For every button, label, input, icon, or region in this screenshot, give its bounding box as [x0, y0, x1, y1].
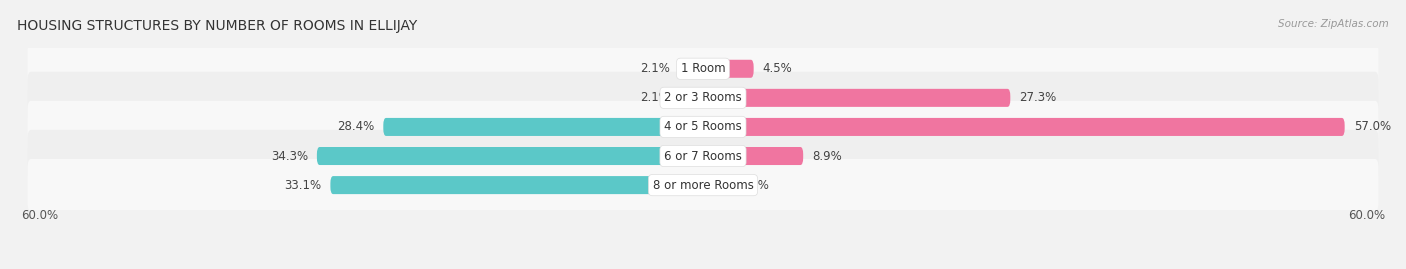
FancyBboxPatch shape — [679, 89, 703, 107]
Text: 2.4%: 2.4% — [740, 179, 769, 192]
Text: 2 or 3 Rooms: 2 or 3 Rooms — [664, 91, 742, 104]
FancyBboxPatch shape — [28, 43, 1378, 95]
FancyBboxPatch shape — [703, 60, 754, 78]
Text: 28.4%: 28.4% — [337, 121, 374, 133]
FancyBboxPatch shape — [703, 176, 730, 194]
Text: 1 Room: 1 Room — [681, 62, 725, 75]
FancyBboxPatch shape — [703, 89, 1011, 107]
Text: 2.1%: 2.1% — [641, 62, 671, 75]
FancyBboxPatch shape — [703, 147, 803, 165]
FancyBboxPatch shape — [28, 101, 1378, 153]
Text: 27.3%: 27.3% — [1019, 91, 1056, 104]
Text: Source: ZipAtlas.com: Source: ZipAtlas.com — [1278, 19, 1389, 29]
FancyBboxPatch shape — [316, 147, 703, 165]
Text: HOUSING STRUCTURES BY NUMBER OF ROOMS IN ELLIJAY: HOUSING STRUCTURES BY NUMBER OF ROOMS IN… — [17, 19, 418, 33]
Text: 8.9%: 8.9% — [813, 150, 842, 162]
Text: 57.0%: 57.0% — [1354, 121, 1391, 133]
Text: 4 or 5 Rooms: 4 or 5 Rooms — [664, 121, 742, 133]
Text: 60.0%: 60.0% — [21, 209, 58, 222]
FancyBboxPatch shape — [703, 118, 1344, 136]
Text: 8 or more Rooms: 8 or more Rooms — [652, 179, 754, 192]
Text: 4.5%: 4.5% — [762, 62, 793, 75]
Legend: Owner-occupied, Renter-occupied: Owner-occupied, Renter-occupied — [578, 266, 828, 269]
FancyBboxPatch shape — [28, 159, 1378, 211]
FancyBboxPatch shape — [679, 60, 703, 78]
FancyBboxPatch shape — [28, 72, 1378, 124]
Text: 6 or 7 Rooms: 6 or 7 Rooms — [664, 150, 742, 162]
Text: 60.0%: 60.0% — [1348, 209, 1385, 222]
FancyBboxPatch shape — [28, 130, 1378, 182]
FancyBboxPatch shape — [384, 118, 703, 136]
Text: 2.1%: 2.1% — [641, 91, 671, 104]
Text: 33.1%: 33.1% — [284, 179, 322, 192]
FancyBboxPatch shape — [330, 176, 703, 194]
Text: 34.3%: 34.3% — [271, 150, 308, 162]
